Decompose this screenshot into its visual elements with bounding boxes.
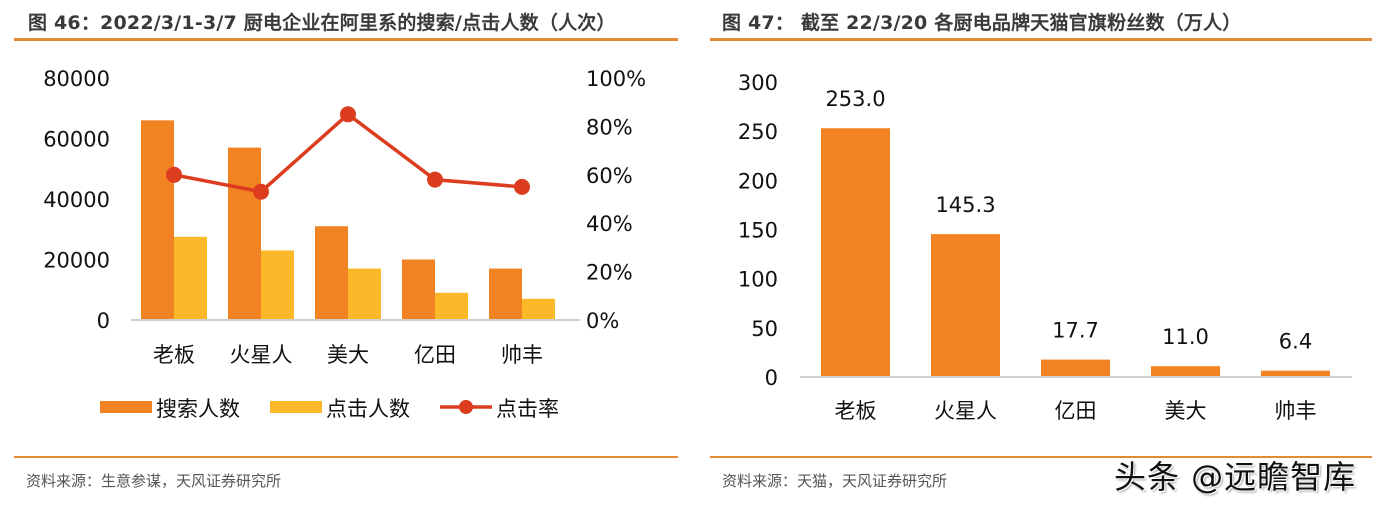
title-rule <box>14 38 678 41</box>
legend-rate-label: 点击率 <box>496 397 559 421</box>
click-rate-polyline <box>173 112 523 194</box>
x-tick-label: 老板 <box>835 399 877 423</box>
search-bar <box>402 259 435 320</box>
search-bar <box>141 120 174 320</box>
x-tick-label: 老板 <box>153 343 195 367</box>
x-tick-label: 火星人 <box>230 343 293 367</box>
title-rule <box>710 38 1372 41</box>
y2-tick-label: 40% <box>586 212 633 236</box>
x-tick-label: 帅丰 <box>1275 399 1317 423</box>
click-bar <box>174 236 207 320</box>
fans-bar <box>1261 370 1330 377</box>
y2-tick-label: 100% <box>586 67 646 91</box>
fans-chart: 300 250 200 150 100 50 0 253.0 145.3 17.7 11.0 6.4… <box>738 71 1352 423</box>
watermark: 头条 @远瞻智库 <box>1114 458 1357 496</box>
y-tick-label: 60000 <box>43 128 110 152</box>
click-rate-marker <box>253 183 269 200</box>
click-bar <box>348 268 381 320</box>
bar-value-label: 11.0 <box>1162 325 1209 349</box>
figure-47-panel: 图 47： 截至 22/3/20 各厨电品牌天猫官旗粉丝数（万人） 300 250… <box>710 0 1372 506</box>
y-tick-label: 40000 <box>43 188 110 212</box>
y2-tick-label: 20% <box>586 261 633 285</box>
y-tick-label: 50 <box>751 317 778 341</box>
x-tick-label: 亿田 <box>1055 399 1097 423</box>
footer-rule <box>14 456 678 458</box>
click-bar <box>261 250 294 320</box>
y-tick-label: 0 <box>765 366 778 390</box>
footer-rule <box>710 456 1372 458</box>
bars <box>141 120 555 320</box>
click-rate-marker <box>340 106 356 123</box>
click-bar <box>435 292 468 320</box>
search-bar <box>228 147 261 320</box>
search-click-chart: 80000 60000 40000 20000 0 100% 80% 60% 40% 20% 0%… <box>43 67 646 421</box>
y-tick-label: 150 <box>738 219 778 243</box>
legend-search-label: 搜索人数 <box>156 397 240 421</box>
bar-value-label: 145.3 <box>935 193 995 217</box>
fans-bar <box>1151 366 1220 377</box>
y-tick-label: 200 <box>738 169 778 193</box>
x-axis-labels: 老板 火星人 美大 亿田 帅丰 <box>153 343 543 367</box>
x-axis-labels: 老板 火星人 亿田 美大 帅丰 <box>835 399 1317 423</box>
data-labels: 253.0 145.3 17.7 11.0 6.4 <box>825 87 1312 353</box>
bar-value-label: 6.4 <box>1279 330 1312 354</box>
click-rate-marker <box>166 166 182 183</box>
y-tick-label: 80000 <box>43 67 110 91</box>
y-tick-label: 100 <box>738 268 778 292</box>
legend-search-swatch <box>100 401 152 413</box>
source-note: 资料来源：天猫，天风证券研究所 <box>722 472 948 490</box>
click-rate-marker <box>427 171 443 188</box>
fans-bar <box>1041 359 1110 377</box>
y-tick-label: 0 <box>97 309 110 333</box>
click-rate-line <box>166 106 530 200</box>
click-bar <box>522 298 555 320</box>
x-tick-label: 帅丰 <box>501 343 543 367</box>
bar-value-label: 253.0 <box>825 87 885 111</box>
legend-click-label: 点击人数 <box>326 397 410 421</box>
legend: 搜索人数 点击人数 点击率 <box>100 397 559 421</box>
legend-click-swatch <box>270 401 322 413</box>
figure-47-title: 图 47： 截至 22/3/20 各厨电品牌天猫官旗粉丝数（万人） <box>722 12 1242 34</box>
x-tick-label: 火星人 <box>934 399 997 423</box>
left-y-axis: 80000 60000 40000 20000 0 <box>43 67 110 333</box>
figure-46-panel: 图 46：2022/3/1-3/7 厨电企业在阿里系的搜索/点击人数（人次） 8… <box>14 0 678 506</box>
y-tick-label: 20000 <box>43 249 110 273</box>
y-tick-label: 300 <box>738 71 778 95</box>
search-bar <box>315 226 348 320</box>
y2-tick-label: 60% <box>586 164 633 188</box>
search-bar <box>489 268 522 320</box>
bar-value-label: 17.7 <box>1052 319 1099 343</box>
source-note: 资料来源：生意参谋，天风证券研究所 <box>26 472 282 490</box>
fans-bar <box>931 234 1000 377</box>
x-tick-label: 美大 <box>327 343 369 367</box>
y-tick-label: 250 <box>738 120 778 144</box>
x-tick-label: 亿田 <box>414 343 456 367</box>
fans-bar <box>821 128 890 377</box>
x-tick-label: 美大 <box>1165 399 1207 423</box>
bars <box>821 128 1330 377</box>
y2-tick-label: 80% <box>586 115 633 139</box>
y-axis: 300 250 200 150 100 50 0 <box>738 71 778 390</box>
click-rate-marker <box>514 178 530 195</box>
y2-tick-label: 0% <box>586 309 619 333</box>
legend-rate-marker <box>459 400 473 414</box>
right-y-axis: 100% 80% 60% 40% 20% 0% <box>586 67 646 333</box>
figure-46-title: 图 46：2022/3/1-3/7 厨电企业在阿里系的搜索/点击人数（人次） <box>28 12 616 34</box>
